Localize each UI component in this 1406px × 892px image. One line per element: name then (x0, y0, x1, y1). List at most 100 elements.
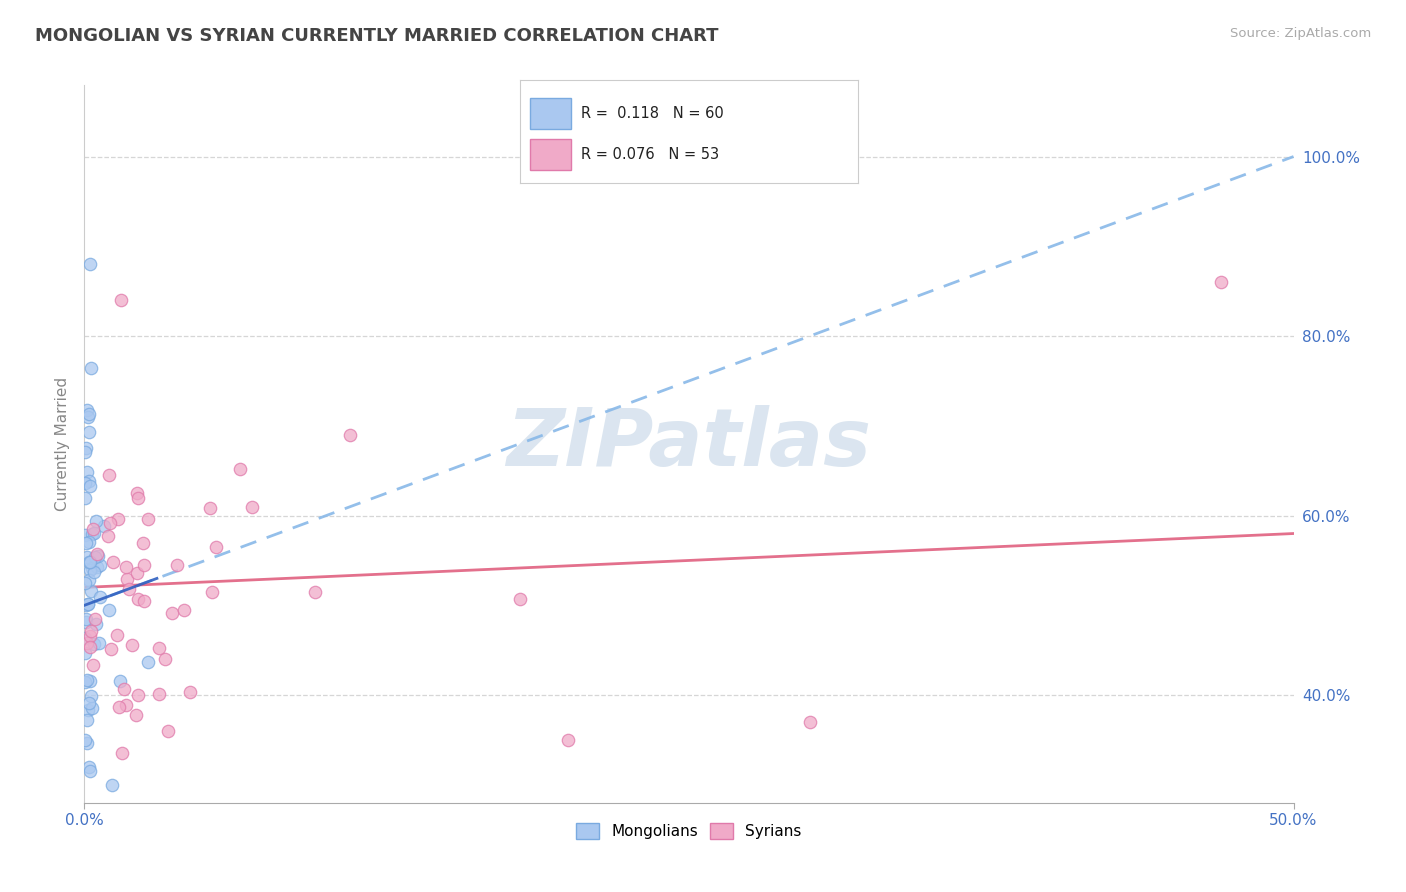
Point (76, 673, 98, 688)
Point (157, 723, 180, 738)
Point (128, 591, 150, 606)
Point (80, 560, 103, 574)
Point (115, 698, 138, 712)
Point (76, 714, 98, 728)
Point (75, 612, 97, 626)
Point (77, 425, 100, 439)
Point (799, 714, 821, 729)
Point (79, 764, 101, 779)
Point (79, 640, 101, 654)
Point (83, 566, 105, 580)
Point (200, 501, 222, 516)
Point (148, 641, 170, 656)
Point (125, 708, 148, 723)
Point (80, 526, 103, 541)
Point (84, 514, 107, 528)
Point (76, 636, 98, 650)
Point (82, 658, 104, 673)
Point (73, 528, 96, 542)
Point (148, 687, 170, 701)
Point (77, 597, 100, 611)
Point (93, 519, 115, 533)
Point (76, 465, 98, 479)
Point (97, 529, 120, 543)
Point (82, 522, 104, 536)
Point (75, 598, 97, 612)
Text: Source: ZipAtlas.com: Source: ZipAtlas.com (1230, 27, 1371, 40)
Point (87, 549, 110, 563)
Point (73, 646, 96, 660)
Point (112, 681, 135, 696)
Point (101, 555, 124, 569)
Point (77, 760, 100, 774)
Point (127, 491, 149, 505)
Point (76, 736, 98, 750)
Point (132, 536, 155, 550)
Legend: Mongolians, Syrians: Mongolians, Syrians (569, 817, 808, 846)
Point (89, 590, 111, 604)
Point (80, 583, 103, 598)
Point (80, 690, 103, 704)
Point (108, 700, 131, 714)
Point (89, 558, 111, 572)
Point (121, 638, 143, 652)
Point (229, 462, 252, 476)
Point (339, 427, 361, 442)
Point (73, 444, 96, 458)
Point (132, 558, 155, 572)
Point (136, 655, 159, 669)
Point (125, 486, 148, 500)
Point (79, 361, 101, 376)
Point (117, 582, 139, 596)
Point (107, 512, 129, 526)
Point (76, 597, 98, 611)
Point (79, 478, 101, 492)
Point (97, 602, 120, 616)
Point (98, 516, 121, 531)
Point (83, 526, 105, 541)
Point (84, 549, 107, 564)
Point (76, 402, 98, 417)
Point (201, 584, 224, 599)
Point (304, 584, 326, 599)
Point (80, 624, 103, 639)
Point (108, 674, 131, 689)
Point (76, 703, 98, 717)
Point (107, 628, 129, 642)
Point (83, 611, 105, 625)
Point (98, 468, 121, 483)
Text: MONGOLIAN VS SYRIAN CURRENTLY MARRIED CORRELATION CHART: MONGOLIAN VS SYRIAN CURRENTLY MARRIED CO… (35, 27, 718, 45)
Point (75, 491, 97, 506)
Point (75, 442, 97, 456)
Point (80, 700, 103, 714)
Point (79, 407, 101, 421)
Point (166, 558, 188, 573)
Point (132, 594, 155, 608)
Point (173, 603, 195, 617)
Text: R =  0.118   N = 60: R = 0.118 N = 60 (581, 105, 724, 120)
Point (100, 641, 122, 656)
Point (83, 637, 105, 651)
Point (79, 555, 101, 569)
Point (79, 563, 101, 577)
Point (73, 631, 96, 645)
Point (73, 732, 96, 747)
Point (76, 549, 98, 564)
Point (136, 512, 159, 526)
Point (179, 685, 201, 699)
Point (77, 696, 100, 710)
Text: ZIPatlas: ZIPatlas (506, 405, 872, 483)
Point (86, 547, 108, 561)
Point (160, 606, 183, 620)
Point (75, 615, 97, 629)
Point (127, 688, 149, 702)
Point (1209, 275, 1232, 289)
Point (509, 592, 531, 607)
Point (111, 746, 134, 760)
FancyBboxPatch shape (530, 139, 571, 170)
Point (79, 257, 101, 271)
Point (75, 475, 97, 490)
Point (77, 573, 100, 587)
Text: R = 0.076   N = 53: R = 0.076 N = 53 (581, 146, 718, 161)
Point (557, 733, 579, 747)
